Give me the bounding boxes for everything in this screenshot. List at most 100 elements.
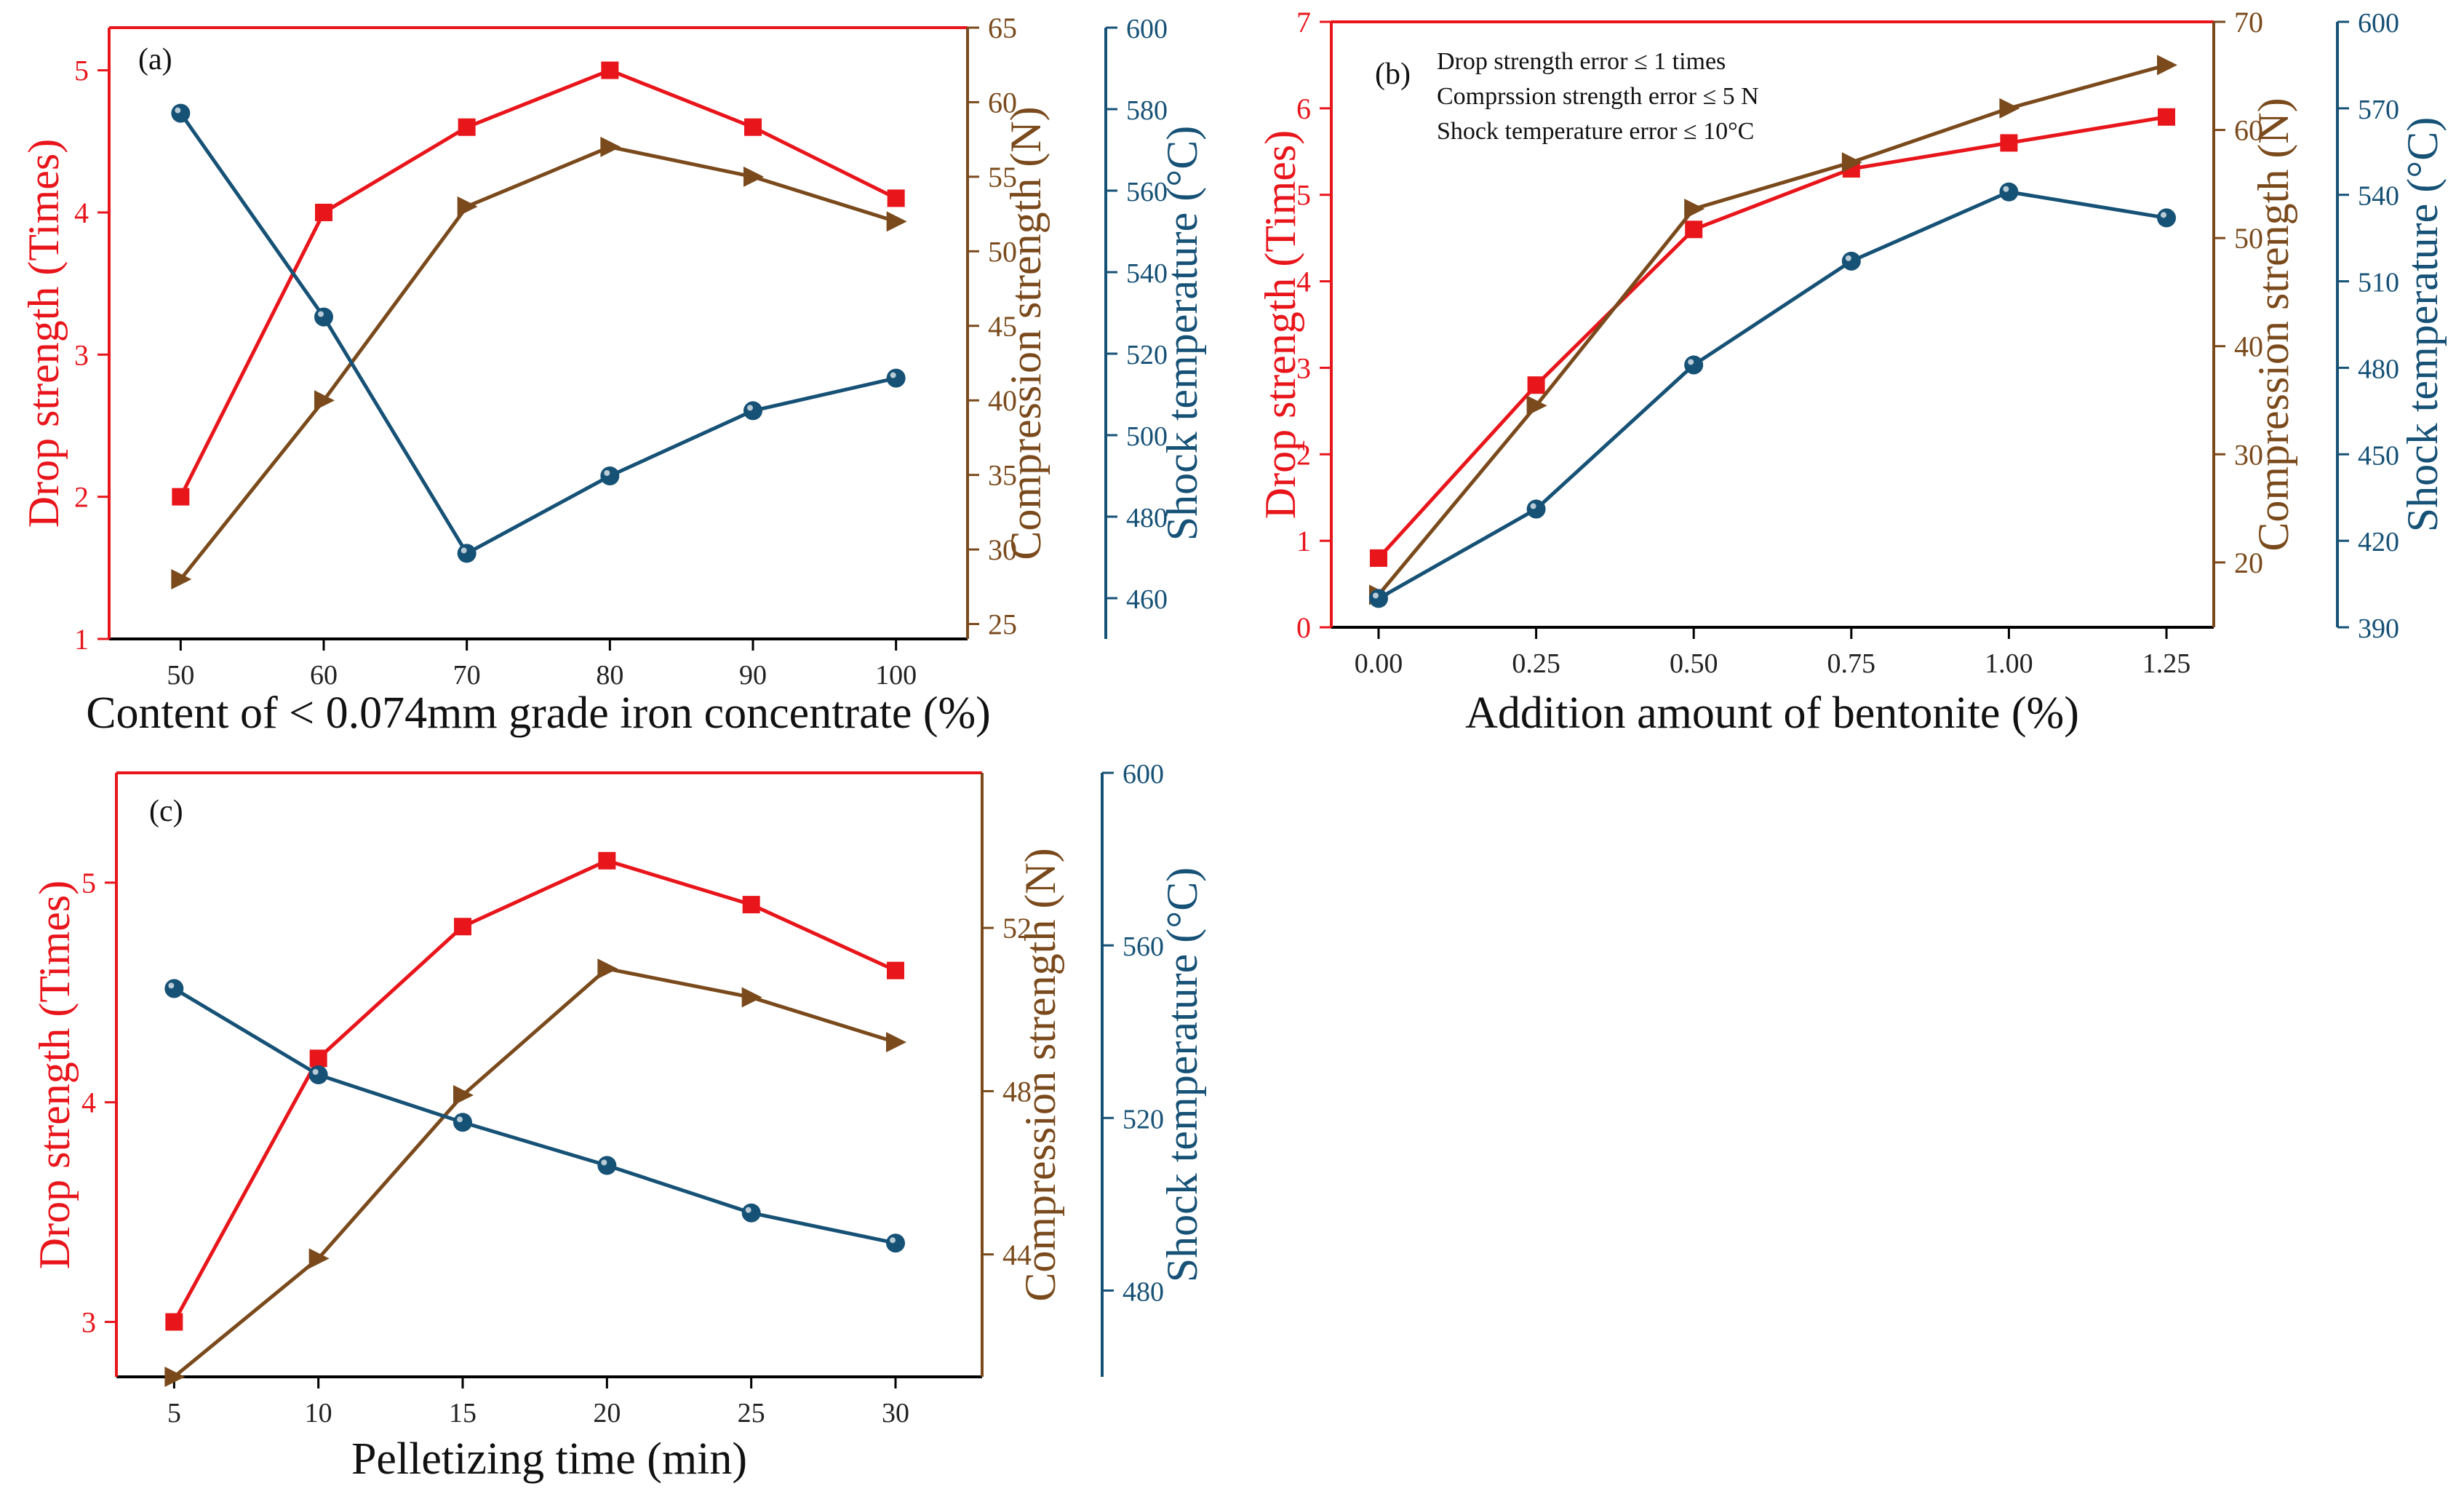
error-annotation: Drop strength error ≤ 1 times [1437, 48, 1726, 75]
x-tick-label: 0.00 [1355, 648, 1403, 679]
drop-tick-label: 3 [74, 338, 89, 371]
shock-point-highlight [890, 372, 896, 378]
compression-series-line [179, 145, 897, 581]
x-tick-label: 0.75 [1827, 648, 1876, 679]
compression-data-point [597, 958, 618, 980]
shock-tick-label: 460 [1126, 584, 1168, 615]
compression-data-point [2157, 55, 2178, 76]
x-tick-label: 15 [449, 1398, 477, 1429]
drop-data-point [598, 851, 616, 870]
x-tick-label: 5 [167, 1398, 181, 1429]
shock-data-point [453, 1113, 472, 1132]
shock-data-point [886, 368, 906, 388]
shock-tick-label: 390 [2358, 613, 2399, 644]
drop-data-point [172, 488, 190, 506]
drop-data-point [1685, 220, 1703, 239]
compression-tick-label: 50 [988, 235, 1017, 268]
compression-tick-label: 35 [988, 459, 1017, 492]
compression-tick-label: 52 [1002, 912, 1032, 945]
shock-point-highlight [318, 311, 324, 317]
drop-data-point [1527, 376, 1545, 394]
drop-data-point [165, 1313, 183, 1331]
drop-tick-label: 5 [74, 55, 89, 87]
shock-data-point [597, 1156, 617, 1175]
drop-tick-label: 6 [1296, 92, 1311, 125]
shock-point-highlight [745, 1207, 751, 1213]
compression-data-point [741, 987, 762, 1008]
compression-tick-label: 30 [2234, 438, 2263, 471]
x-axis-title: Pelletizing time (min) [351, 1434, 747, 1484]
drop-data-point [2158, 108, 2176, 126]
shock-tick-label: 560 [1126, 177, 1168, 207]
shock-data-point [1368, 589, 1388, 608]
compression-data-point [308, 1248, 330, 1269]
compression-tick-label: 30 [988, 533, 1017, 566]
compression-tick-label: 40 [2234, 330, 2263, 363]
x-tick-label: 0.25 [1512, 648, 1560, 679]
shock-point-highlight [1372, 592, 1379, 599]
drop-series-line [1377, 115, 2167, 560]
shock-tick-label: 600 [1123, 759, 1164, 790]
drop-series-line [179, 68, 897, 498]
drop-tick-label: 2 [74, 481, 89, 514]
shock-tick-label: 600 [1126, 14, 1168, 44]
drop-series-line [172, 859, 897, 1323]
drop-tick-label: 3 [1296, 351, 1311, 384]
shock-tick-label: 540 [1126, 258, 1168, 289]
drop-tick-label: 2 [1296, 438, 1311, 471]
compression-data-point [164, 1367, 186, 1387]
x-tick-label: 1.25 [2142, 648, 2191, 679]
compression-tick-label: 55 [988, 161, 1017, 194]
x-tick-label: 60 [310, 660, 338, 691]
shock-tick-label: 600 [2358, 8, 2399, 39]
x-axis-title: Content of < 0.074mm grade iron concentr… [86, 688, 991, 738]
drop-tick-label: 1 [1296, 525, 1311, 557]
drop-data-point [454, 918, 471, 936]
shock-data-point [2157, 208, 2177, 228]
shock-tick-label: 520 [1123, 1104, 1164, 1135]
shock-point-highlight [460, 547, 467, 554]
panel-a: 50 60 70 80 90 100123452530354045505560654604… [20, 12, 1206, 738]
shock-axis-title: Shock temperature (°C) [1158, 126, 1206, 541]
shock-point-highlight [312, 1069, 319, 1075]
shock-data-point [314, 307, 333, 327]
shock-data-point [1841, 251, 1861, 271]
panel-label: (a) [138, 43, 172, 76]
shock-axis-title: Shock temperature (°C) [2399, 117, 2447, 532]
compression-tick-label: 60 [2234, 114, 2263, 147]
shock-tick-label: 480 [1126, 503, 1168, 533]
shock-tick-label: 480 [1123, 1276, 1164, 1307]
error-annotation: Comprssion strength error ≤ 5 N [1437, 83, 1759, 110]
compression-tick-label: 45 [988, 310, 1017, 343]
shock-data-point [1526, 499, 1546, 519]
x-tick-label: 30 [882, 1398, 909, 1429]
compression-data-point [1526, 395, 1547, 416]
drop-axis-title: Drop strength (Times) [20, 139, 68, 528]
shock-data-point [308, 1065, 328, 1084]
drop-data-point [601, 61, 619, 79]
shock-tick-label: 560 [1123, 931, 1164, 962]
shock-tick-label: 540 [2358, 181, 2399, 212]
shock-point-highlight [2161, 212, 2167, 218]
shock-series-line [173, 987, 896, 1245]
compression-tick-label: 50 [2234, 222, 2263, 255]
compression-tick-label: 60 [988, 86, 1017, 119]
shock-point-highlight [604, 470, 610, 476]
drop-tick-label: 4 [74, 196, 89, 229]
compression-data-point [314, 390, 335, 411]
compression-series-line [172, 966, 896, 1378]
shock-point-highlight [168, 982, 175, 989]
drop-axis-title: Drop strength (Times) [1256, 130, 1304, 519]
drop-tick-label: 5 [81, 867, 96, 899]
compression-tick-label: 65 [988, 12, 1017, 44]
compression-tick-label: 70 [2234, 6, 2263, 39]
compression-data-point [886, 211, 907, 232]
x-tick-label: 80 [596, 660, 623, 691]
shock-point-highlight [1530, 503, 1536, 509]
shock-point-highlight [1688, 359, 1694, 365]
x-tick-label: 10 [305, 1398, 332, 1429]
compression-data-point [171, 569, 192, 590]
drop-data-point [315, 203, 332, 221]
x-tick-label: 20 [593, 1398, 621, 1429]
drop-tick-label: 0 [1296, 611, 1311, 644]
